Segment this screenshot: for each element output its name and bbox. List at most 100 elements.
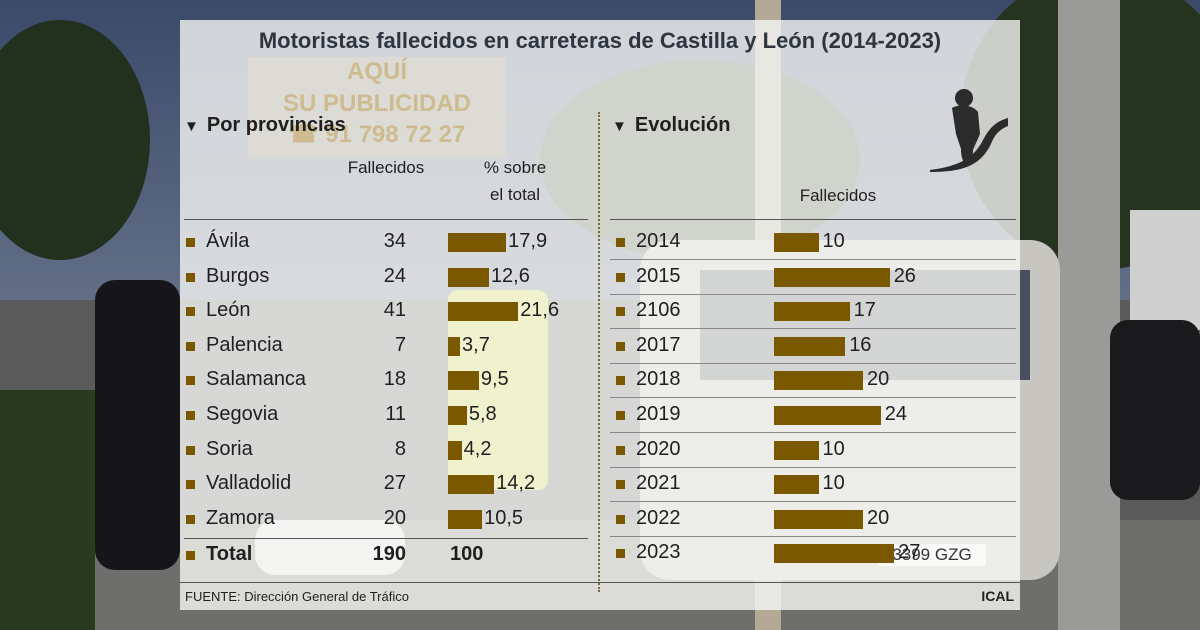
year-label: 2019	[636, 403, 681, 425]
motorcycle-road-icon	[930, 89, 1008, 172]
infographic-panel: Motoristas fallecidos en carreteras de C…	[180, 20, 1020, 610]
pct-bar	[448, 267, 489, 287]
year-row: 2017 16	[180, 329, 1020, 364]
row-marker	[616, 341, 625, 351]
province-row: Valladolid 27 14,2	[180, 467, 1020, 501]
deaths-label: 26	[893, 264, 916, 287]
province-name: Valladolid	[206, 472, 292, 495]
year-row: 2019 24	[180, 398, 1020, 433]
ad-sign: AQUÍ SU PUBLICIDAD ☎ 91 798 72 27	[248, 58, 506, 149]
year-label: 2023	[636, 541, 681, 564]
row-rule	[610, 293, 1016, 295]
deaths-bar	[774, 475, 819, 495]
row-marker	[616, 272, 625, 282]
deaths-bar	[774, 267, 890, 287]
row-marker	[186, 307, 195, 317]
province-row: Zamora 20 10,5	[180, 502, 1020, 536]
deaths-bar	[774, 440, 819, 460]
provinces-total-rule	[184, 538, 588, 539]
province-name: Zamora	[206, 506, 275, 529]
deaths-label: 27	[898, 541, 921, 564]
row-marker	[616, 514, 625, 524]
province-deaths: 24	[383, 264, 406, 287]
province-name: Ávila	[206, 230, 250, 252]
province-deaths: 7	[394, 333, 406, 356]
deaths-bar	[774, 406, 881, 425]
row-marker	[186, 376, 195, 386]
year-label: 2106	[636, 299, 681, 322]
pct-label: 3,7	[462, 333, 490, 356]
ad-line-1: AQUÍ	[347, 58, 407, 85]
province-name: Salamanca	[206, 368, 307, 391]
pct-label: 10,5	[484, 506, 524, 529]
province-name: Soria	[206, 437, 253, 460]
deaths-bar	[774, 302, 850, 322]
chart-title: Motoristas fallecidos en carreteras de C…	[258, 28, 942, 53]
ad-line-3: ☎ 91 798 72 27	[288, 121, 466, 148]
province-deaths: 11	[385, 403, 406, 425]
deaths-bar	[774, 509, 863, 529]
pct-bar	[448, 440, 462, 460]
deaths-label: 20	[867, 368, 890, 391]
deaths-label: 16	[849, 333, 872, 356]
pct-label: 17,9	[508, 230, 548, 252]
province-deaths: 18	[383, 368, 406, 391]
pct-bar	[448, 233, 507, 252]
row-marker	[186, 480, 195, 490]
year-row: 2015 26	[180, 260, 1020, 295]
row-rule	[610, 432, 1016, 433]
province-name: Palencia	[206, 333, 283, 356]
evolution-fallecidos-header: Fallecidos	[799, 186, 877, 205]
row-marker	[616, 445, 625, 455]
brand-logo: ICAL	[981, 588, 1014, 604]
pct-label: 21,6	[520, 299, 560, 322]
provinces-pct-header-line2: el total	[489, 185, 541, 204]
pct-label: 12,6	[490, 264, 530, 287]
row-marker	[616, 376, 625, 386]
province-row: Segovia 11 5,8	[180, 398, 1020, 432]
province-deaths: 8	[394, 437, 406, 460]
pct-bar	[448, 406, 467, 425]
row-marker	[616, 411, 625, 420]
deaths-bar	[774, 336, 846, 356]
evolution-heading: ▼ Evolución	[612, 114, 730, 137]
year-row: 2018 20	[180, 363, 1020, 399]
provinces-heading-label: Por provincias	[206, 114, 346, 136]
evolution-header-rule	[610, 219, 1016, 220]
row-marker	[616, 480, 625, 490]
total-deaths: 190	[372, 543, 406, 565]
year-row: 2021 10	[180, 467, 1020, 503]
row-marker	[616, 238, 625, 247]
license-plate: 3399 GZG	[878, 544, 986, 566]
pct-bar	[448, 336, 461, 356]
deaths-bar	[774, 371, 863, 391]
year-label: 2022	[636, 506, 681, 529]
province-deaths: 27	[383, 472, 406, 495]
triangle-down-icon: ▼	[184, 118, 199, 135]
year-row: 2106 17	[180, 294, 1020, 330]
province-name: León	[206, 299, 251, 322]
pct-bar	[448, 302, 519, 322]
pct-bar	[448, 509, 483, 529]
row-marker	[186, 445, 195, 455]
section-divider	[598, 112, 600, 592]
province-row: Soria 8 4,2	[180, 433, 1020, 467]
pct-bar	[448, 475, 495, 495]
provinces-header-rule	[184, 219, 588, 220]
deaths-bar	[774, 233, 819, 252]
pct-label: 4,2	[463, 437, 492, 460]
total-pct: 100	[450, 543, 484, 565]
year-label: 2020	[636, 437, 681, 460]
year-row: 2014 10	[180, 225, 1020, 260]
ad-line-2: SU PUBLICIDAD	[282, 90, 471, 117]
row-marker	[186, 411, 195, 420]
footer-rule	[180, 582, 1020, 583]
province-row: Palencia 7 3,7	[180, 329, 1020, 363]
year-label: 2017	[636, 333, 681, 356]
province-deaths: 20	[383, 506, 406, 529]
provinces-total-row: Total 190 100	[180, 538, 1020, 572]
row-marker	[186, 514, 195, 524]
year-label: 2014	[636, 230, 681, 252]
deaths-bar	[774, 544, 895, 564]
province-row: Salamanca 18 9,5	[180, 363, 1020, 397]
